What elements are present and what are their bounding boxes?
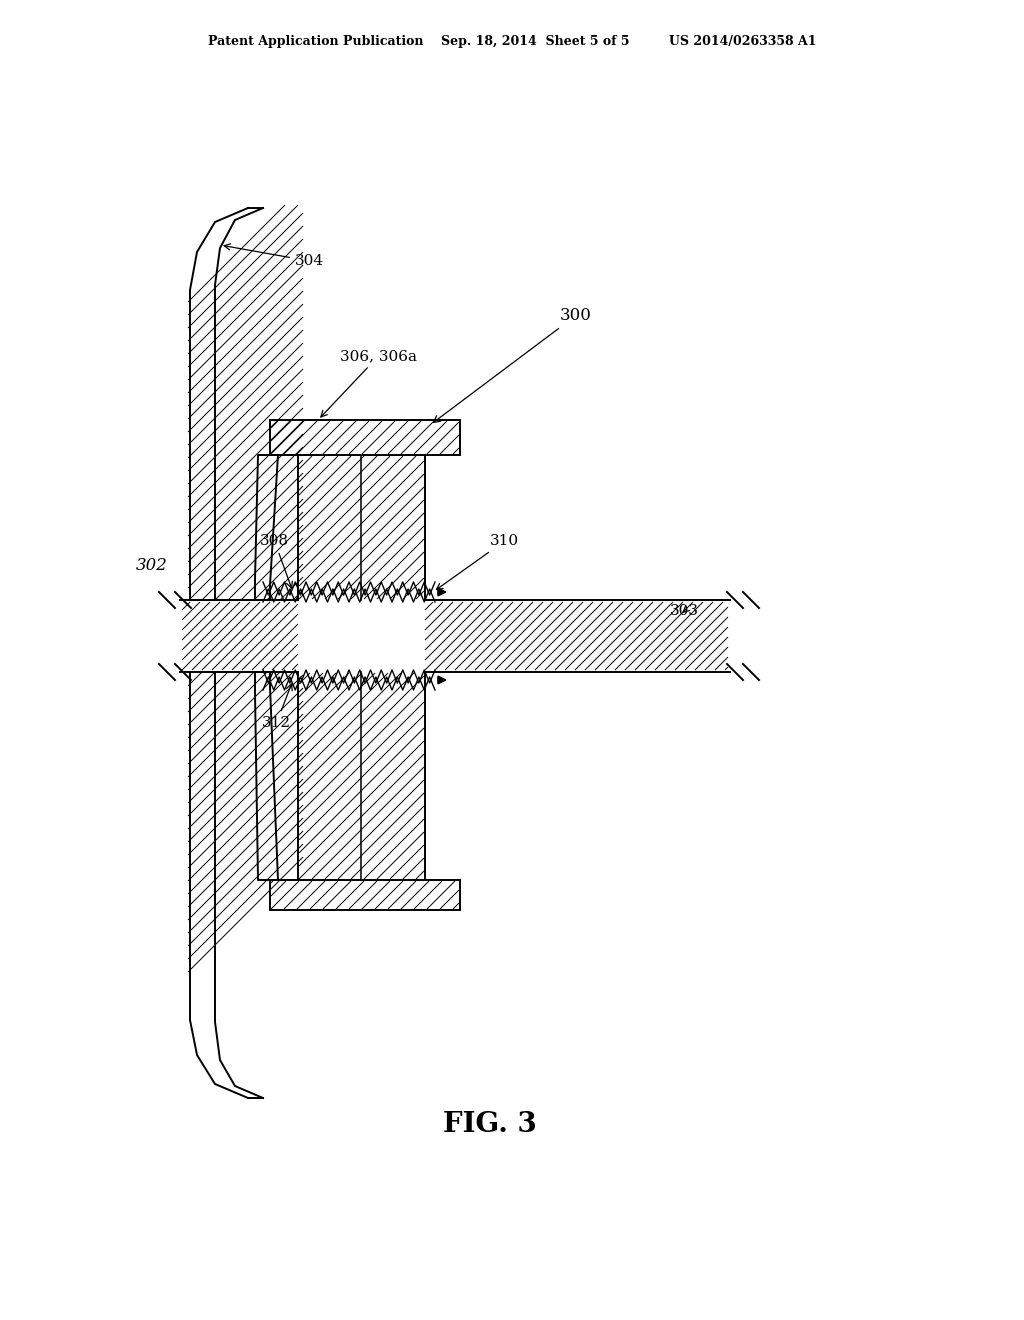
Text: 303: 303 <box>670 605 699 618</box>
Text: Patent Application Publication    Sep. 18, 2014  Sheet 5 of 5         US 2014/02: Patent Application Publication Sep. 18, … <box>208 36 816 49</box>
Text: 300: 300 <box>433 308 592 422</box>
Text: 312: 312 <box>262 684 292 730</box>
Text: 308: 308 <box>260 535 293 589</box>
Text: 306, 306a: 306, 306a <box>321 348 417 417</box>
Text: 304: 304 <box>224 244 325 268</box>
Text: 310: 310 <box>436 535 519 590</box>
Text: FIG. 3: FIG. 3 <box>443 1111 537 1138</box>
Text: 302: 302 <box>136 557 168 574</box>
